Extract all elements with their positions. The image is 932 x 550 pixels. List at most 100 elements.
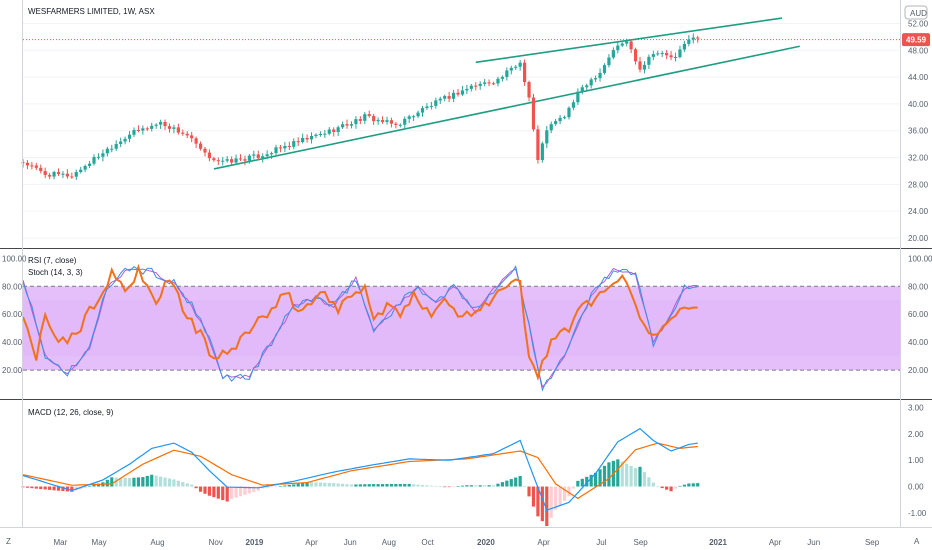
- price-pane[interactable]: WESFARMERS LIMITED, 1W, ASX: [0, 0, 900, 250]
- candle-body: [269, 153, 274, 155]
- candle-body: [598, 72, 602, 79]
- macd-histogram-bar: [549, 486, 553, 518]
- rsi-stoch-pane[interactable]: RSI (7, close) Stoch (14, 3, 3): [22, 256, 900, 392]
- candle-body: [460, 90, 465, 95]
- candle-body: [514, 66, 518, 68]
- candle-body: [327, 129, 331, 134]
- trendlines[interactable]: [213, 17, 800, 170]
- candle-body: [119, 141, 123, 145]
- candle-body: [274, 147, 278, 154]
- candle-body: [647, 56, 651, 65]
- macd-histogram-bar: [589, 474, 593, 487]
- macd-histogram-bar: [323, 482, 327, 487]
- macd-histogram-bar: [678, 485, 682, 487]
- candle-body: [465, 88, 469, 91]
- macd-histogram-bar: [682, 484, 686, 487]
- time-tick-label: Aug: [150, 538, 164, 547]
- macd-histogram-bar: [527, 486, 531, 497]
- macd-histogram-bar: [642, 472, 647, 487]
- macd-tick-label: -1.00: [908, 509, 927, 518]
- macd-histogram-bar: [598, 469, 602, 487]
- candle-body: [25, 162, 30, 166]
- candle-body: [678, 49, 682, 58]
- time-tick-label: 2021: [709, 538, 727, 547]
- candle-body: [145, 128, 149, 130]
- candle-body: [341, 124, 345, 128]
- candle-body: [70, 176, 74, 178]
- macd-histogram-bar: [536, 486, 540, 517]
- candle-body: [438, 98, 442, 101]
- candle-body: [65, 173, 69, 177]
- candle-body: [194, 138, 198, 144]
- candle-body: [252, 154, 256, 156]
- macd-histogram-bar: [296, 483, 300, 487]
- candle-body: [580, 87, 584, 92]
- macd-signal-line: [22, 442, 698, 500]
- candle-body: [56, 172, 61, 174]
- candle-body: [132, 129, 136, 135]
- candle-body: [607, 57, 611, 66]
- price-tick-label: 36.00: [908, 127, 929, 136]
- trendline[interactable]: [213, 45, 800, 170]
- candle-body: [518, 62, 522, 67]
- macd-histogram-bar: [389, 483, 394, 487]
- candle-body: [522, 62, 527, 83]
- auto-scale-icon[interactable]: A: [914, 537, 920, 546]
- candle-body: [567, 107, 571, 118]
- macd-histogram-bar: [487, 485, 491, 487]
- macd-histogram-bar: [451, 486, 456, 488]
- osc-tick-label: 40.00: [908, 338, 929, 347]
- timezone-icon[interactable]: Z: [6, 537, 11, 546]
- macd-histogram-bar: [367, 484, 371, 487]
- candle-body: [225, 159, 229, 161]
- macd-histogram-bar: [194, 486, 198, 489]
- last-price-tag-box: [902, 33, 930, 47]
- macd-histogram-bar: [25, 486, 30, 488]
- candle-body: [354, 119, 358, 125]
- candle-body: [594, 78, 598, 80]
- macd-histogram-bar: [34, 486, 38, 489]
- macd-histogram-bar: [96, 483, 101, 487]
- macd-histogram-bar: [230, 486, 234, 500]
- candle-body: [363, 114, 367, 121]
- macd-pane[interactable]: MACD (12, 26, close, 9): [21, 408, 700, 526]
- trendline[interactable]: [475, 17, 783, 64]
- candle-body: [487, 82, 491, 84]
- macd-histogram-bar: [522, 486, 527, 487]
- candle-body: [633, 49, 638, 62]
- osc-tick-label-left: 80.00: [2, 282, 23, 291]
- candle-body: [509, 67, 513, 71]
- candle-body: [34, 165, 38, 168]
- macd-histogram-bar: [127, 478, 132, 487]
- candle-body: [367, 114, 371, 117]
- macd-histogram-bar: [629, 465, 633, 487]
- macd-histogram-bar: [238, 486, 243, 497]
- macd-histogram-bar: [696, 483, 700, 487]
- candle-body: [332, 129, 336, 132]
- macd-histogram-bar: [190, 484, 194, 487]
- candle-body: [527, 82, 531, 98]
- candle-body: [389, 120, 394, 124]
- candle-body: [167, 126, 172, 129]
- currency-badge[interactable]: AUD: [904, 5, 928, 20]
- macd-histogram-bar: [647, 477, 651, 487]
- macd-histogram-bar: [412, 484, 416, 487]
- last-price-value: 49.59: [906, 36, 927, 45]
- time-tick-label: May: [92, 538, 107, 547]
- candle-body: [101, 153, 105, 157]
- time-tick-label: Jun: [344, 538, 357, 547]
- candle-body: [696, 37, 700, 39]
- time-tick-label: Sep: [634, 538, 649, 547]
- macd-histogram-bar: [585, 476, 589, 487]
- candle-body: [265, 154, 269, 157]
- candle-body: [39, 167, 43, 172]
- macd-histogram-bar: [221, 486, 225, 501]
- macd-histogram-bar: [176, 480, 180, 487]
- price-tick-label: 24.00: [908, 207, 929, 216]
- currency-label: AUD: [910, 9, 927, 18]
- candle-body: [372, 116, 376, 122]
- macd-tick-label: 2.00: [908, 430, 924, 439]
- macd-title: MACD (12, 26, close, 9): [28, 408, 114, 417]
- candle-body: [336, 127, 340, 132]
